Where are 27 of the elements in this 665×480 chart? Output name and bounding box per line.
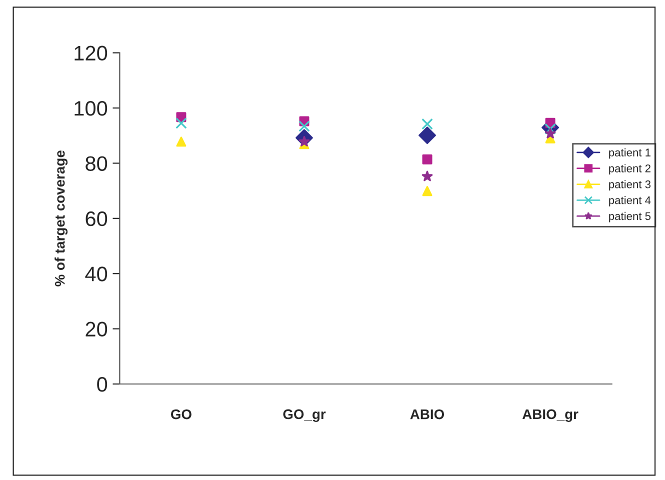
legend-label: patient 5 xyxy=(609,212,651,222)
point xyxy=(544,128,556,138)
y-tick-label: 80 xyxy=(86,156,108,171)
legend-label: patient 4 xyxy=(609,196,651,206)
y-tick-label: 20 xyxy=(86,322,108,337)
point xyxy=(422,118,433,130)
y-axis-title: % of target coverage xyxy=(54,150,68,286)
legend-label: patient 1 xyxy=(609,148,650,159)
y-tick-label: 0 xyxy=(97,377,108,392)
point xyxy=(422,186,432,196)
point xyxy=(298,120,310,132)
point xyxy=(418,126,436,144)
point xyxy=(422,154,432,164)
y-tick-label: 40 xyxy=(85,266,108,282)
x-tick-label: GO xyxy=(170,409,192,420)
point xyxy=(176,117,187,129)
x-tick-label: GO_gr xyxy=(283,409,326,422)
x-tick-label: ABIO xyxy=(410,409,444,420)
point xyxy=(422,170,433,182)
x-tick-label: ABIO_gr xyxy=(522,409,578,422)
y-tick-label: 60 xyxy=(86,211,108,226)
y-tick-label: 120 xyxy=(74,46,108,61)
y-tick-label: 100 xyxy=(74,101,108,116)
legend-label: patient 3 xyxy=(609,180,651,190)
point xyxy=(544,123,556,135)
point xyxy=(176,136,186,147)
legend-label: patient 2 xyxy=(609,164,650,175)
